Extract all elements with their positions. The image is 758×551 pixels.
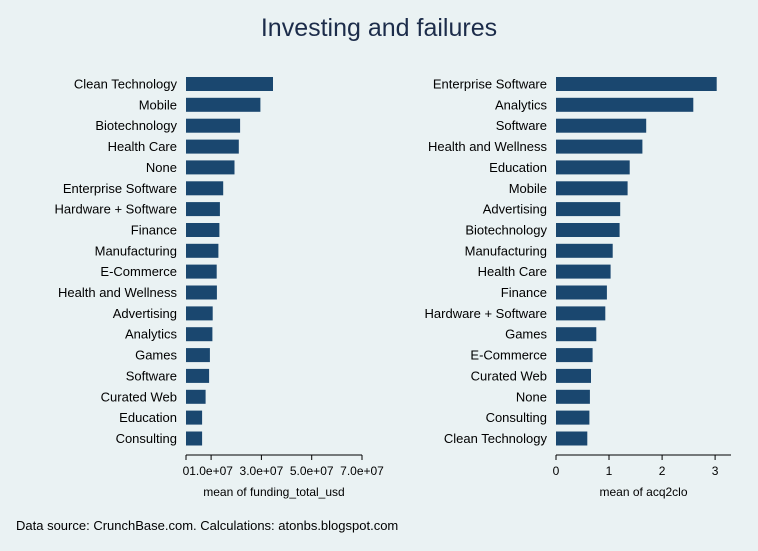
- bar-advertising: [556, 202, 621, 217]
- bar-analytics: [186, 327, 213, 342]
- bar-health-and-wellness: [556, 139, 643, 154]
- category-label-clean-technology: Clean Technology: [74, 77, 178, 92]
- bar-health-care: [186, 139, 239, 154]
- bar-enterprise-software: [556, 77, 717, 91]
- bar-analytics: [556, 97, 694, 112]
- bar-finance: [556, 285, 607, 300]
- category-label-advertising: Advertising: [483, 202, 547, 217]
- bar-advertising: [186, 306, 213, 321]
- bar-games: [556, 327, 597, 342]
- acq2clo-panel: Enterprise Software Analytics Software Heal…: [425, 77, 731, 499]
- x-tick-label: 7.0e+07: [340, 464, 384, 478]
- bar-software: [556, 118, 647, 133]
- bar-enterprise-software: [186, 181, 224, 196]
- category-label-curated-web: Curated Web: [471, 368, 547, 383]
- category-label-analytics: Analytics: [125, 327, 178, 342]
- x-tick-label: 3: [712, 464, 719, 478]
- category-label-games: Games: [505, 327, 547, 342]
- x-axis-title: mean of acq2clo: [599, 485, 687, 499]
- category-label-software: Software: [126, 368, 177, 383]
- bar-curated-web: [556, 368, 591, 383]
- category-label-finance: Finance: [131, 223, 177, 238]
- bar-hardware-software: [186, 202, 220, 217]
- category-label-games: Games: [135, 348, 177, 363]
- category-label-education: Education: [489, 160, 547, 175]
- chart-title: Investing and failures: [261, 14, 497, 42]
- bar-software: [186, 368, 210, 383]
- category-label-mobile: Mobile: [139, 97, 177, 112]
- category-label-hardware-software: Hardware + Software: [425, 306, 547, 321]
- x-tick-label: 1: [606, 464, 613, 478]
- category-label-manufacturing: Manufacturing: [95, 243, 177, 258]
- x-tick-label: 0: [183, 464, 190, 478]
- category-label-curated-web: Curated Web: [101, 389, 177, 404]
- bar-clean-technology: [556, 431, 588, 446]
- category-label-health-and-wellness: Health and Wellness: [428, 139, 547, 154]
- category-label-health-care: Health Care: [108, 139, 177, 154]
- category-label-enterprise-software: Enterprise Software: [433, 77, 547, 92]
- category-label-e-commerce: E-Commerce: [100, 264, 177, 279]
- category-label-biotechnology: Biotechnology: [95, 118, 177, 133]
- bar-education: [556, 160, 630, 175]
- category-label-enterprise-software: Enterprise Software: [63, 181, 177, 196]
- bar-hardware-software: [556, 306, 606, 321]
- category-label-biotechnology: Biotechnology: [465, 223, 547, 238]
- data-source-note: Data source: CrunchBase.com. Calculation…: [16, 518, 398, 533]
- category-label-none: None: [516, 389, 547, 404]
- category-label-health-and-wellness: Health and Wellness: [58, 285, 177, 300]
- bar-mobile: [556, 181, 628, 196]
- bar-games: [186, 348, 210, 363]
- bar-health-and-wellness: [186, 285, 217, 300]
- bar-curated-web: [186, 389, 206, 404]
- bar-biotechnology: [186, 118, 241, 133]
- x-tick-label: 0: [553, 464, 560, 478]
- x-tick-label: 3.0e+07: [240, 464, 284, 478]
- bar-education: [186, 410, 203, 425]
- category-label-analytics: Analytics: [495, 97, 548, 112]
- category-label-advertising: Advertising: [113, 306, 177, 321]
- category-label-consulting: Consulting: [486, 410, 547, 425]
- x-tick-label: 2: [659, 464, 666, 478]
- category-label-finance: Finance: [501, 285, 547, 300]
- category-label-education: Education: [119, 410, 177, 425]
- category-label-software: Software: [496, 118, 547, 133]
- bar-none: [556, 389, 590, 404]
- bar-clean-technology: [186, 77, 273, 91]
- bar-manufacturing: [556, 243, 613, 258]
- category-label-manufacturing: Manufacturing: [465, 243, 547, 258]
- bar-mobile: [186, 97, 261, 112]
- category-label-e-commerce: E-Commerce: [470, 348, 547, 363]
- category-label-mobile: Mobile: [509, 181, 547, 196]
- x-tick-label: 1.0e+07: [189, 464, 233, 478]
- category-label-clean-technology: Clean Technology: [444, 431, 548, 446]
- category-label-health-care: Health Care: [478, 264, 547, 279]
- category-label-consulting: Consulting: [116, 431, 177, 446]
- bar-finance: [186, 223, 220, 237]
- category-label-hardware-software: Hardware + Software: [55, 202, 177, 217]
- bar-manufacturing: [186, 243, 219, 258]
- bar-health-care: [556, 264, 611, 279]
- bar-consulting: [186, 431, 203, 446]
- x-axis-title: mean of funding_total_usd: [203, 485, 344, 499]
- bar-e-commerce: [186, 264, 217, 279]
- bar-none: [186, 160, 235, 175]
- bar-e-commerce: [556, 348, 593, 363]
- funding-panel: Clean Technology Mobile Biotechnology Healt…: [55, 77, 385, 500]
- bar-consulting: [556, 410, 590, 425]
- category-label-none: None: [146, 160, 177, 175]
- x-tick-label: 5.0e+07: [290, 464, 334, 478]
- bar-biotechnology: [556, 223, 620, 237]
